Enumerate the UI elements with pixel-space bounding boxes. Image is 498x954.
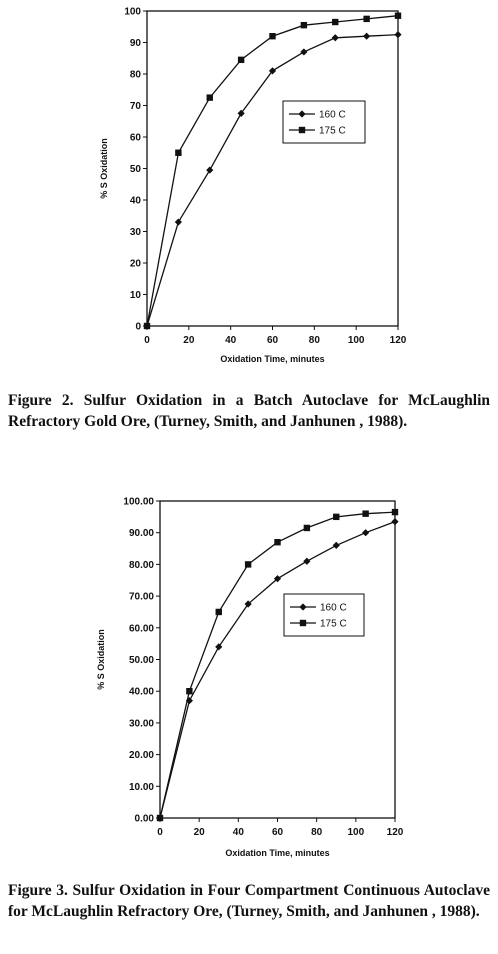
plot-frame	[159, 500, 396, 819]
figure-2-caption: Figure 2. Sulfur Oxidation in a Batch Au…	[8, 392, 490, 430]
y-tick-label: 0.00	[135, 814, 155, 825]
data-point-175-c	[143, 322, 151, 330]
data-point-175-c	[175, 149, 182, 156]
data-point-175-c	[303, 524, 311, 532]
legend-box	[283, 593, 365, 637]
series-line-160-c	[146, 33, 399, 327]
data-point-160-c	[174, 218, 182, 226]
legend-marker-175-c	[298, 126, 306, 134]
data-point-175-c	[156, 814, 164, 822]
data-point-175-c	[206, 94, 213, 101]
x-axis-label: Oxidation Time, minutes	[220, 354, 324, 364]
y-tick-label: 30.00	[129, 718, 154, 729]
y-tick-label: 70	[130, 101, 142, 112]
x-tick-label: 60	[267, 335, 279, 346]
x-tick-label: 20	[194, 827, 206, 838]
data-point-175-c	[215, 608, 222, 616]
y-tick-label: 70.00	[129, 592, 154, 603]
data-point-175-c	[363, 15, 370, 23]
x-tick-label: 100	[347, 827, 364, 838]
data-point-160-c	[394, 31, 402, 39]
series-line-160-c	[159, 520, 396, 819]
data-point-175-c	[274, 539, 281, 546]
data-point-160-c	[332, 541, 340, 549]
y-tick-label: 90	[130, 38, 142, 49]
y-tick-label: 40	[130, 196, 142, 207]
data-point-175-c	[332, 18, 339, 26]
y-tick-label: 60.00	[129, 623, 154, 634]
data-point-160-c	[391, 518, 399, 526]
y-tick-label: 100	[124, 7, 141, 18]
series-line-175-c	[159, 511, 396, 819]
y-tick-label: 80.00	[129, 560, 154, 571]
series-line-175-c	[146, 15, 399, 327]
data-point-175-c	[391, 508, 399, 516]
y-tick-label: 40.00	[129, 687, 154, 698]
y-tick-label: 30	[130, 227, 142, 238]
x-tick-label: 80	[309, 335, 321, 346]
data-point-175-c	[362, 510, 369, 517]
x-tick-label: 60	[272, 827, 284, 838]
data-point-160-c	[303, 557, 311, 565]
legend-label-175-c: 175 C	[320, 619, 347, 630]
y-tick-label: 50.00	[129, 655, 154, 666]
data-point-160-c	[215, 643, 223, 651]
legend-label-160-c: 160 C	[320, 603, 347, 614]
data-point-175-c	[244, 561, 252, 568]
y-tick-label: 80	[130, 70, 142, 81]
legend-marker-160-c	[299, 603, 307, 611]
x-tick-label: 100	[348, 335, 365, 346]
y-axis-label: % S Oxidation	[96, 629, 106, 690]
x-tick-label: 40	[233, 827, 245, 838]
y-axis-label: % S Oxidation	[99, 138, 109, 199]
x-tick-label: 80	[311, 827, 323, 838]
data-point-160-c	[362, 529, 370, 537]
y-tick-label: 100.00	[123, 497, 154, 508]
data-point-160-c	[206, 166, 214, 174]
chart-figure-3: 0.00 10.00 20.00 30.00 40.00 50.00 60.00 70.00 8…	[96, 497, 404, 859]
data-point-175-c	[394, 12, 402, 19]
figure-3-caption: Figure 3. Sulfur Oxidation in Four Compa…	[8, 882, 490, 920]
legend-box	[282, 100, 366, 144]
legend-label-175-c: 175 C	[319, 126, 346, 137]
data-point-175-c	[186, 688, 193, 695]
plot-frame	[146, 10, 399, 327]
chart-figure-2: 0 10 20 30 40 50 60 70 80 90 100 0 20 40 60 80 100 120 Oxi…	[99, 7, 407, 365]
data-point-160-c	[300, 48, 308, 56]
y-tick-label: 60	[130, 133, 142, 144]
data-point-160-c	[268, 67, 277, 75]
x-axis-label: Oxidation Time, minutes	[225, 848, 329, 858]
data-point-160-c	[331, 34, 339, 42]
data-point-175-c	[333, 513, 340, 521]
data-point-175-c	[237, 56, 245, 64]
x-tick-label: 40	[225, 335, 237, 346]
x-tick-label: 120	[390, 335, 407, 346]
x-tick-label: 0	[144, 335, 150, 346]
data-point-175-c	[269, 33, 276, 40]
data-point-175-c	[300, 21, 308, 29]
data-point-160-c	[237, 109, 245, 117]
x-tick-label: 20	[183, 335, 195, 346]
legend-label-160-c: 160 C	[319, 110, 346, 121]
y-tick-label: 10.00	[129, 782, 154, 793]
x-tick-label: 120	[387, 827, 404, 838]
y-tick-label: 50	[130, 164, 142, 175]
y-tick-label: 90.00	[129, 528, 154, 539]
legend-marker-175-c	[299, 619, 307, 627]
y-tick-label: 10	[130, 290, 142, 301]
legend-marker-160-c	[298, 110, 306, 118]
y-tick-label: 20	[130, 259, 142, 270]
y-tick-label: 20.00	[129, 750, 154, 761]
data-point-160-c	[363, 32, 371, 40]
y-tick-label: 0	[135, 322, 141, 333]
x-tick-label: 0	[157, 827, 163, 838]
